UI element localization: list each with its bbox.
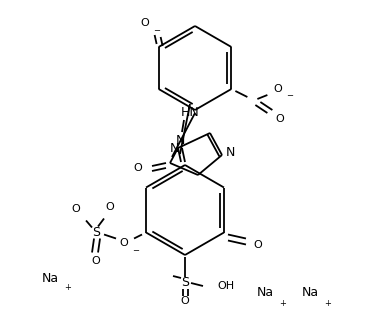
Text: S: S <box>92 226 100 239</box>
Text: N: N <box>225 146 235 160</box>
Text: −: − <box>286 92 293 100</box>
Text: +: + <box>280 299 287 308</box>
Text: O: O <box>273 84 282 94</box>
Text: O: O <box>72 204 81 213</box>
Text: S: S <box>181 277 189 290</box>
Text: O: O <box>120 238 128 248</box>
Text: −: − <box>153 26 160 35</box>
Text: O: O <box>275 114 284 124</box>
Text: OH: OH <box>217 281 234 291</box>
Text: HN: HN <box>180 106 200 118</box>
Text: Na: Na <box>41 271 59 285</box>
Text: O: O <box>180 296 189 306</box>
Text: O: O <box>140 18 149 28</box>
Text: Na: Na <box>256 286 274 300</box>
Text: −: − <box>133 246 139 255</box>
Text: O: O <box>134 163 142 173</box>
Text: +: + <box>325 299 331 308</box>
Text: O: O <box>106 202 114 211</box>
Text: Na: Na <box>301 286 318 300</box>
Text: N: N <box>175 133 185 146</box>
Text: N: N <box>169 142 179 154</box>
Text: +: + <box>65 284 71 293</box>
Text: O: O <box>92 256 100 265</box>
Text: O: O <box>253 240 262 249</box>
